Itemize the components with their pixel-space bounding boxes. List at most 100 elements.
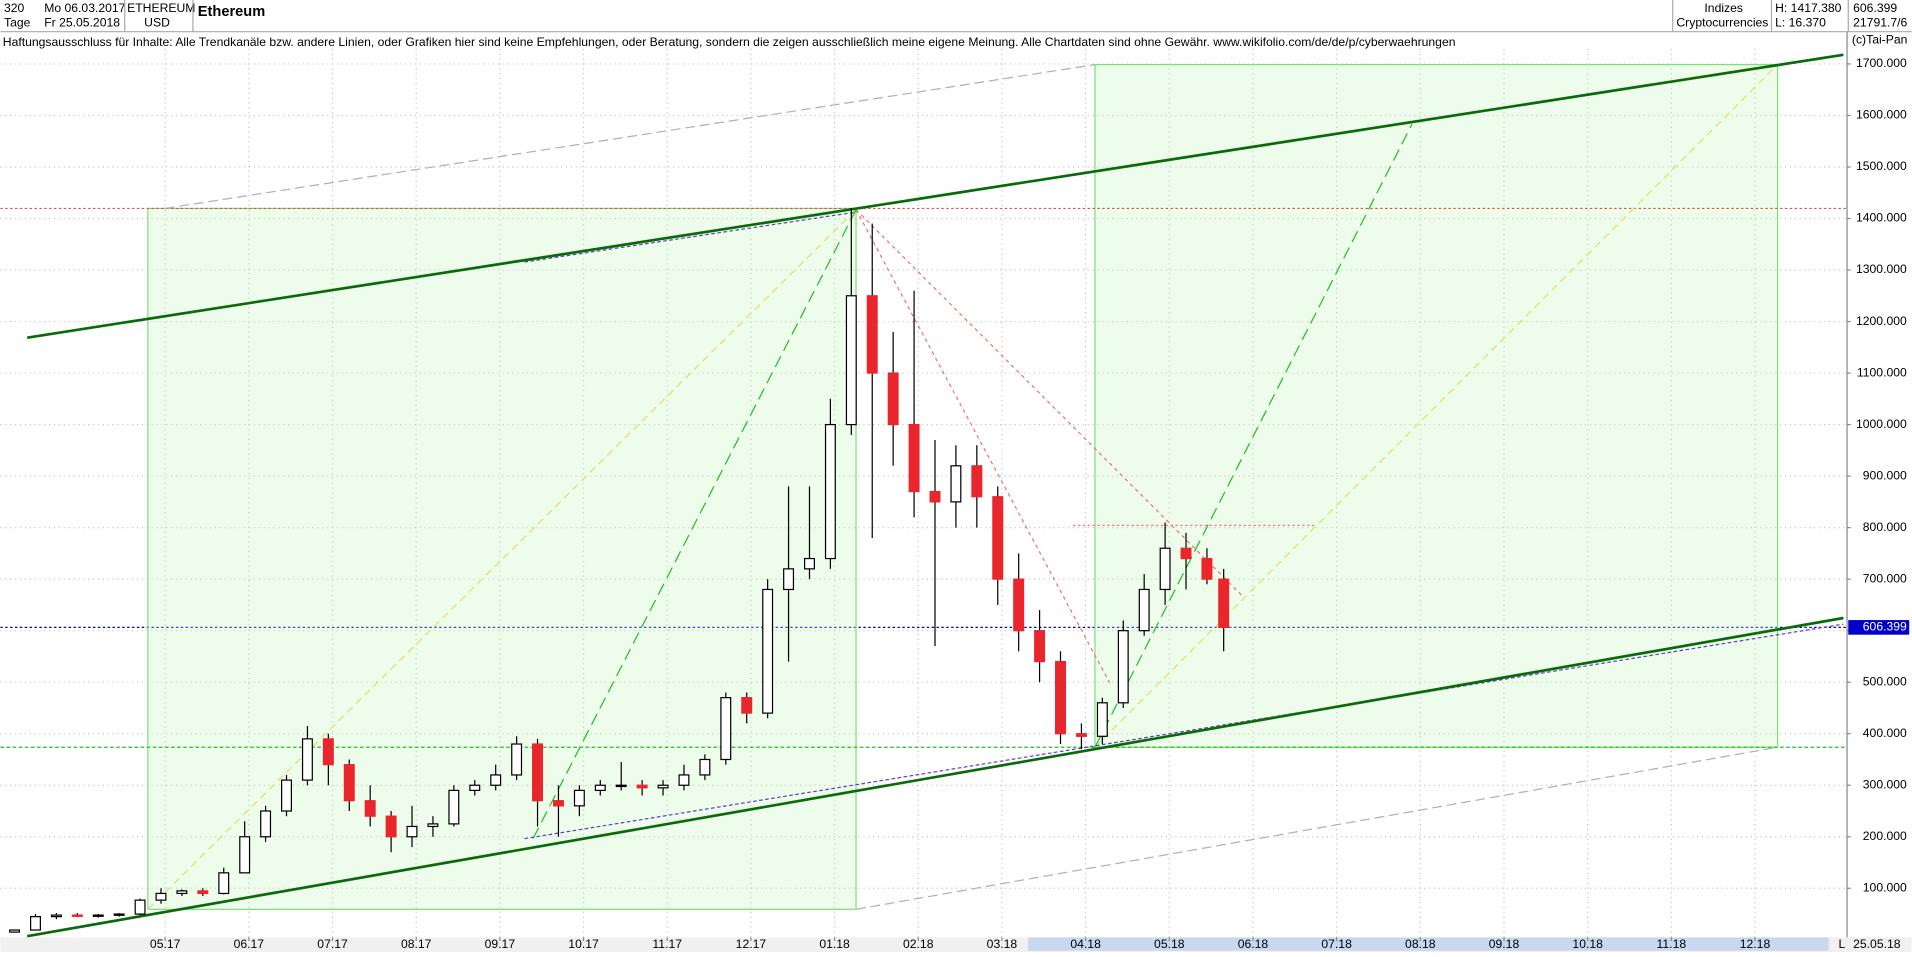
y-tick-label: 1000.000 bbox=[1856, 417, 1907, 431]
candle-body bbox=[594, 784, 606, 792]
candle-body bbox=[1013, 578, 1025, 632]
x-tick-label: 05.17 bbox=[150, 937, 181, 951]
candle-body bbox=[343, 764, 355, 802]
x-tick-label: 11.18 bbox=[1657, 937, 1687, 951]
x-tick-label: 12.17 bbox=[736, 937, 767, 951]
candle-body bbox=[929, 490, 941, 503]
candle-body bbox=[1138, 588, 1150, 632]
x-tick-label: 09.18 bbox=[1489, 937, 1520, 951]
candle-body bbox=[1055, 660, 1066, 735]
x-tick-label: 12.18 bbox=[1740, 937, 1771, 951]
candle-body bbox=[636, 784, 648, 789]
x-tick-label: 01.18 bbox=[819, 937, 850, 951]
candle-body bbox=[490, 774, 502, 786]
candle-body bbox=[992, 496, 1004, 580]
symbol: ETHEREUM bbox=[127, 1, 195, 15]
scroll-thumb[interactable] bbox=[1027, 937, 1829, 951]
candle-body bbox=[1096, 702, 1108, 737]
to-date: Fr 25.05.2018 bbox=[44, 15, 120, 29]
guide-line bbox=[855, 746, 1778, 910]
candle-body bbox=[699, 758, 711, 776]
volume: 21791.7/6 bbox=[1853, 15, 1907, 29]
candle-body bbox=[50, 914, 62, 918]
green-box bbox=[147, 207, 857, 910]
candle-body bbox=[1117, 630, 1129, 704]
candle-body bbox=[448, 789, 460, 825]
candle-body bbox=[322, 738, 334, 766]
candle-body bbox=[385, 815, 397, 838]
y-tick-label: 1200.000 bbox=[1856, 314, 1907, 328]
x-tick-label: 09.17 bbox=[485, 937, 516, 951]
candle-body bbox=[845, 295, 857, 426]
candle-body bbox=[615, 784, 627, 788]
candle-body bbox=[532, 743, 544, 802]
channel-helper bbox=[524, 623, 1844, 840]
x-tick-label: 11.17 bbox=[652, 937, 682, 951]
x-tick-label: 03.18 bbox=[987, 937, 1018, 951]
currency: USD bbox=[144, 15, 170, 29]
candle-body bbox=[720, 697, 732, 761]
candle-body bbox=[218, 872, 230, 895]
candle-body bbox=[1034, 630, 1046, 663]
candle-body bbox=[1159, 547, 1171, 591]
candle-body bbox=[803, 557, 815, 570]
candle-body bbox=[511, 743, 523, 776]
y-tick-label: 500.000 bbox=[1863, 674, 1907, 688]
lower-channel bbox=[26, 616, 1844, 938]
x-tick-label: 08.18 bbox=[1405, 937, 1436, 951]
disclaimer: Haftungsausschluss für Inhalte: Alle Tre… bbox=[3, 35, 1456, 49]
unit[interactable]: Tage bbox=[4, 15, 31, 29]
x-tick-label: 10.18 bbox=[1572, 937, 1603, 951]
candle-body bbox=[239, 836, 251, 874]
copyright: (c)Tai-Pan bbox=[1852, 32, 1907, 46]
candle-body bbox=[281, 779, 292, 812]
candle-body bbox=[824, 423, 836, 560]
candle-body bbox=[1201, 557, 1213, 580]
y-tick-label: 1700.000 bbox=[1856, 56, 1907, 70]
x-tick-label: 05.18 bbox=[1154, 937, 1185, 951]
candle-body bbox=[364, 800, 376, 817]
period[interactable]: 320 bbox=[4, 1, 25, 15]
diagonal-line bbox=[147, 209, 857, 910]
diagonal-line bbox=[1094, 64, 1779, 748]
channel-helper bbox=[524, 211, 857, 263]
candle-body bbox=[573, 789, 585, 807]
candle-body bbox=[552, 800, 564, 807]
candle-body bbox=[866, 295, 878, 374]
last-price-box bbox=[1848, 620, 1910, 635]
y-tick-label: 1600.000 bbox=[1856, 108, 1907, 122]
x-tick-label: 02.18 bbox=[903, 937, 934, 951]
candle-body bbox=[1075, 733, 1087, 737]
x-tick-label: 07.18 bbox=[1321, 937, 1352, 951]
x-axis-labels: 05.17 06.17 07.17 08.17 09.17 10.17 11.17 12.17… bbox=[150, 937, 1771, 951]
candle-body bbox=[134, 899, 146, 915]
y-tick-label: 1500.000 bbox=[1856, 159, 1907, 173]
from-date: Mo 06.03.2017 bbox=[44, 1, 125, 15]
diagonal-line bbox=[532, 209, 857, 839]
candle-body bbox=[887, 372, 899, 426]
candle-body bbox=[783, 568, 795, 591]
candle-body bbox=[197, 890, 209, 895]
y-tick-label: 900.000 bbox=[1863, 468, 1907, 482]
high: H: 1417.380 bbox=[1775, 1, 1842, 15]
last-price-label: 606.399 bbox=[1863, 620, 1907, 634]
candle-body bbox=[678, 774, 690, 786]
x-tick-label: 07.17 bbox=[317, 937, 348, 951]
grid bbox=[0, 48, 1848, 938]
scale-mode[interactable]: L bbox=[1839, 937, 1846, 951]
header-bar bbox=[0, 0, 1912, 32]
y-tick-label: 800.000 bbox=[1863, 520, 1907, 534]
candle-body bbox=[657, 784, 669, 789]
y-axis-labels: 100.000200.000300.000400.000500.000600.0… bbox=[1847, 56, 1910, 895]
x-tick-label: 08.17 bbox=[401, 937, 432, 951]
candle-body bbox=[741, 697, 753, 714]
candle-body bbox=[71, 914, 83, 917]
candle-body bbox=[155, 892, 167, 901]
y-tick-label: 300.000 bbox=[1863, 777, 1907, 791]
y-tick-label: 200.000 bbox=[1863, 829, 1907, 843]
group: Indizes bbox=[1704, 1, 1743, 15]
x-tick-label: 06.17 bbox=[234, 937, 265, 951]
y-tick-label: 400.000 bbox=[1863, 726, 1907, 740]
